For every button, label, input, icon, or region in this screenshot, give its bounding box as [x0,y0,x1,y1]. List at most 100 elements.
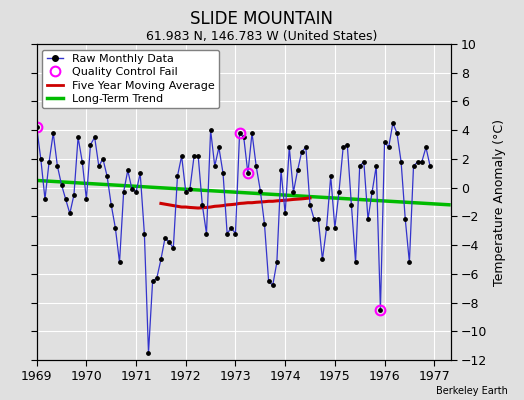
Point [285,144,293,151]
Point [124,167,132,174]
Point [32,124,41,130]
Point [331,225,339,231]
Point [223,230,232,237]
Point [211,163,219,169]
Point [389,120,397,126]
Point [343,141,352,148]
Point [401,216,409,222]
Point [376,306,385,313]
Point [364,216,372,222]
Point [70,192,78,198]
Point [413,158,422,165]
Point [380,138,389,145]
Point [157,256,165,263]
Point [409,163,418,169]
Point [372,163,380,169]
Point [99,156,107,162]
Point [314,216,322,222]
Point [115,259,124,266]
Point [281,210,289,217]
Point [277,167,285,174]
Point [405,259,413,266]
Point [422,144,430,151]
Point [198,202,206,208]
Point [355,163,364,169]
Point [339,144,347,151]
Point [119,189,128,195]
Point [289,189,298,195]
Point [53,163,62,169]
Legend: Raw Monthly Data, Quality Control Fail, Five Year Moving Average, Long-Term Tren: Raw Monthly Data, Quality Control Fail, … [42,50,220,108]
Point [178,153,186,159]
Point [318,256,326,263]
Point [152,275,161,281]
Point [41,196,49,202]
Point [302,144,310,151]
Point [239,134,248,140]
Point [173,173,182,179]
Point [82,196,91,202]
Text: 61.983 N, 146.783 W (United States): 61.983 N, 146.783 W (United States) [146,30,378,43]
Text: SLIDE MOUNTAIN: SLIDE MOUNTAIN [191,10,333,28]
Point [148,278,157,284]
Point [248,130,256,136]
Point [165,239,173,246]
Point [397,158,405,165]
Point [185,186,194,192]
Point [206,127,215,133]
Point [326,173,335,179]
Point [272,259,281,266]
Point [306,202,314,208]
Point [57,182,66,188]
Text: Berkeley Earth: Berkeley Earth [436,386,508,396]
Point [244,170,252,176]
Point [194,153,202,159]
Point [49,130,58,136]
Point [61,196,70,202]
Point [231,230,239,237]
Point [347,202,356,208]
Point [310,216,318,222]
Point [268,282,277,288]
Point [45,158,53,165]
Point [426,163,434,169]
Point [298,148,306,155]
Point [352,259,360,266]
Point [78,158,86,165]
Point [182,189,190,195]
Point [219,170,227,176]
Point [103,173,111,179]
Point [74,134,82,140]
Point [293,167,302,174]
Point [368,189,376,195]
Point [359,158,368,165]
Point [132,189,140,195]
Point [95,163,103,169]
Point [37,156,45,162]
Point [91,134,99,140]
Point [161,235,169,241]
Point [385,144,393,151]
Point [227,225,235,231]
Point [235,130,244,136]
Point [144,350,152,356]
Point [265,278,273,284]
Point [136,170,145,176]
Point [252,163,260,169]
Point [335,189,343,195]
Point [202,230,211,237]
Point [111,225,119,231]
Point [260,220,269,227]
Point [190,153,198,159]
Point [86,141,95,148]
Point [393,130,401,136]
Point [140,230,149,237]
Point [66,210,74,217]
Point [418,158,426,165]
Point [322,225,331,231]
Point [169,245,178,251]
Point [128,186,136,192]
Point [107,202,115,208]
Point [215,144,223,151]
Point [256,187,265,194]
